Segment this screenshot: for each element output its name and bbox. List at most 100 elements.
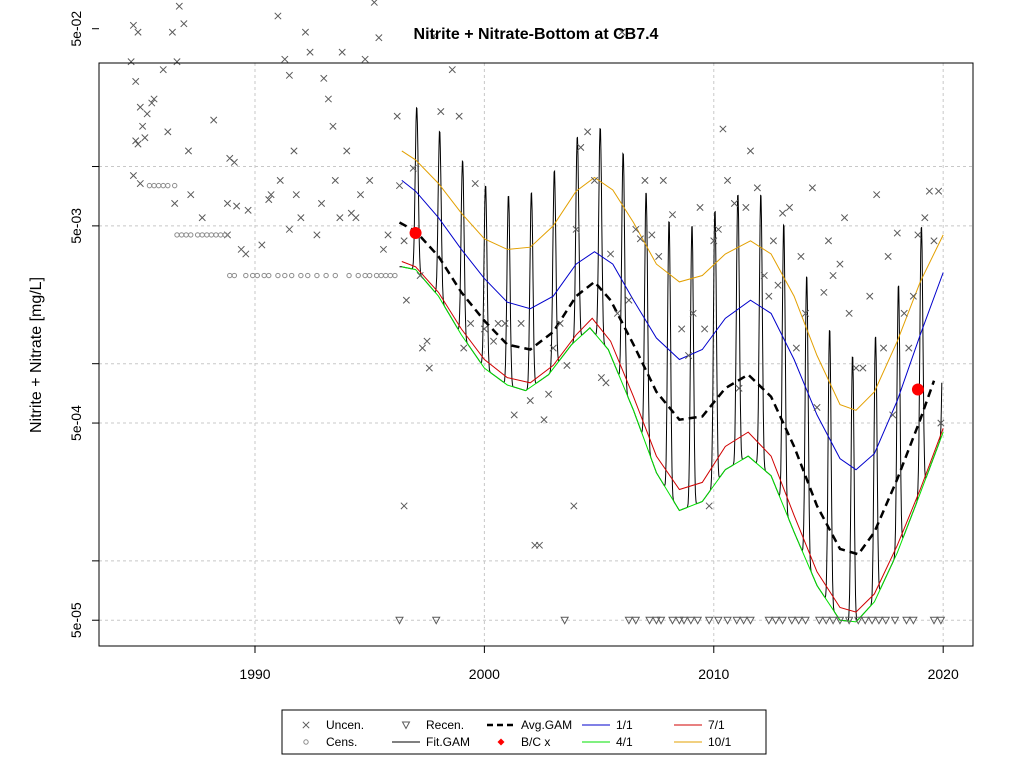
censored-point — [227, 272, 233, 279]
uncensored-point — [127, 58, 135, 66]
uncensored-point — [460, 344, 468, 352]
uncensored-point — [418, 344, 427, 352]
recensored-point — [794, 616, 803, 625]
legend-label: Fit.GAM — [426, 735, 470, 749]
recensored-point — [732, 616, 742, 625]
recensored-point — [668, 616, 677, 625]
censored-point — [183, 232, 189, 238]
uncensored-point — [187, 191, 195, 199]
legend-x-icon — [302, 721, 310, 729]
x-tick-label: 2010 — [698, 666, 729, 682]
censored-point — [194, 232, 201, 238]
uncensored-point — [824, 237, 833, 245]
uncensored-point — [797, 252, 805, 260]
uncensored-point — [785, 203, 794, 212]
ratio-1-1-line — [401, 180, 944, 471]
uncensored-point — [696, 203, 704, 212]
uncensored-point — [159, 66, 167, 74]
uncensored-point — [143, 110, 151, 118]
y-tick-label: 5e-05 — [68, 602, 84, 638]
censored-point — [346, 272, 352, 279]
uncensored-point — [730, 199, 738, 207]
uncensored-point — [313, 231, 321, 239]
uncensored-point — [292, 191, 300, 199]
avg-gam-line — [398, 221, 936, 556]
recensored-point — [431, 616, 441, 625]
uncensored-point — [914, 231, 922, 239]
uncensored-point — [448, 66, 456, 74]
censored-point — [243, 272, 249, 279]
censored-point — [146, 182, 153, 189]
recensored-point — [853, 616, 863, 625]
censored-point — [208, 232, 215, 238]
y-tick-label: 5e-03 — [68, 208, 84, 244]
censored-point — [249, 272, 256, 279]
uncensored-point — [164, 128, 172, 136]
uncensored-point — [746, 147, 755, 155]
uncensored-point — [471, 179, 479, 188]
uncensored-point — [632, 225, 640, 233]
chart-title: Nitrite + Nitrate-Bottom at CB7.4 — [414, 26, 659, 43]
uncensored-point — [171, 199, 179, 207]
uncensored-point — [801, 309, 810, 317]
censored-point — [261, 272, 267, 279]
recensored-point — [395, 616, 404, 625]
uncensored-point — [274, 12, 282, 20]
uncensored-point — [265, 195, 273, 204]
recensored-point — [656, 616, 666, 625]
uncensored-point — [180, 20, 188, 28]
recensored-point — [675, 616, 684, 625]
recensored-point — [821, 616, 831, 625]
uncensored-point — [148, 99, 156, 107]
uncensored-point — [343, 147, 351, 155]
censored-point — [387, 272, 394, 279]
uncensored-point — [779, 209, 787, 217]
uncensored-point — [889, 411, 897, 419]
censored-point — [222, 232, 228, 238]
plot-frame — [98, 62, 974, 647]
recensored-point — [929, 616, 939, 625]
x-tick-label: 2020 — [928, 666, 959, 682]
uncensored-point — [352, 214, 360, 222]
censored-point — [174, 232, 180, 238]
censored-point — [288, 272, 295, 279]
uncensored-point — [455, 112, 463, 120]
uncensored-point — [820, 288, 828, 296]
uncensored-point — [139, 122, 147, 130]
legend-triangle-icon — [401, 721, 411, 730]
ratio-7-1-line — [401, 261, 944, 613]
uncensored-point — [136, 103, 144, 111]
uncensored-point — [423, 337, 431, 345]
uncensored-point — [909, 292, 917, 300]
recensored-point — [652, 616, 661, 625]
x-tick-label: 1990 — [239, 666, 270, 682]
uncensored-point — [549, 344, 557, 352]
uncensored-point — [134, 140, 142, 148]
bc-point — [911, 383, 924, 396]
uncensored-point — [136, 179, 144, 188]
uncensored-point — [233, 202, 241, 210]
x-tick-label: 2000 — [469, 666, 500, 682]
uncensored-point — [306, 48, 314, 56]
uncensored-point — [329, 122, 337, 130]
y-tick-label: 5e-02 — [68, 11, 84, 47]
uncensored-point — [285, 225, 293, 233]
uncensored-point — [584, 128, 592, 136]
legend-label: Cens. — [326, 735, 357, 749]
uncensored-point — [480, 325, 488, 333]
uncensored-point — [501, 319, 509, 327]
recensored-point — [867, 616, 877, 625]
uncensored-point — [545, 390, 553, 398]
uncensored-point — [510, 411, 518, 419]
recensored-point — [835, 616, 845, 625]
uncensored-point — [659, 176, 667, 184]
uncensored-point — [366, 176, 374, 184]
uncensored-point — [900, 309, 908, 317]
censored-point — [332, 272, 338, 279]
legend-label: Uncen. — [326, 718, 364, 732]
uncensored-point — [517, 319, 525, 327]
uncensored-point — [416, 271, 424, 280]
uncensored-point — [765, 292, 773, 300]
uncensored-point — [607, 250, 615, 258]
uncensored-point — [577, 143, 585, 151]
